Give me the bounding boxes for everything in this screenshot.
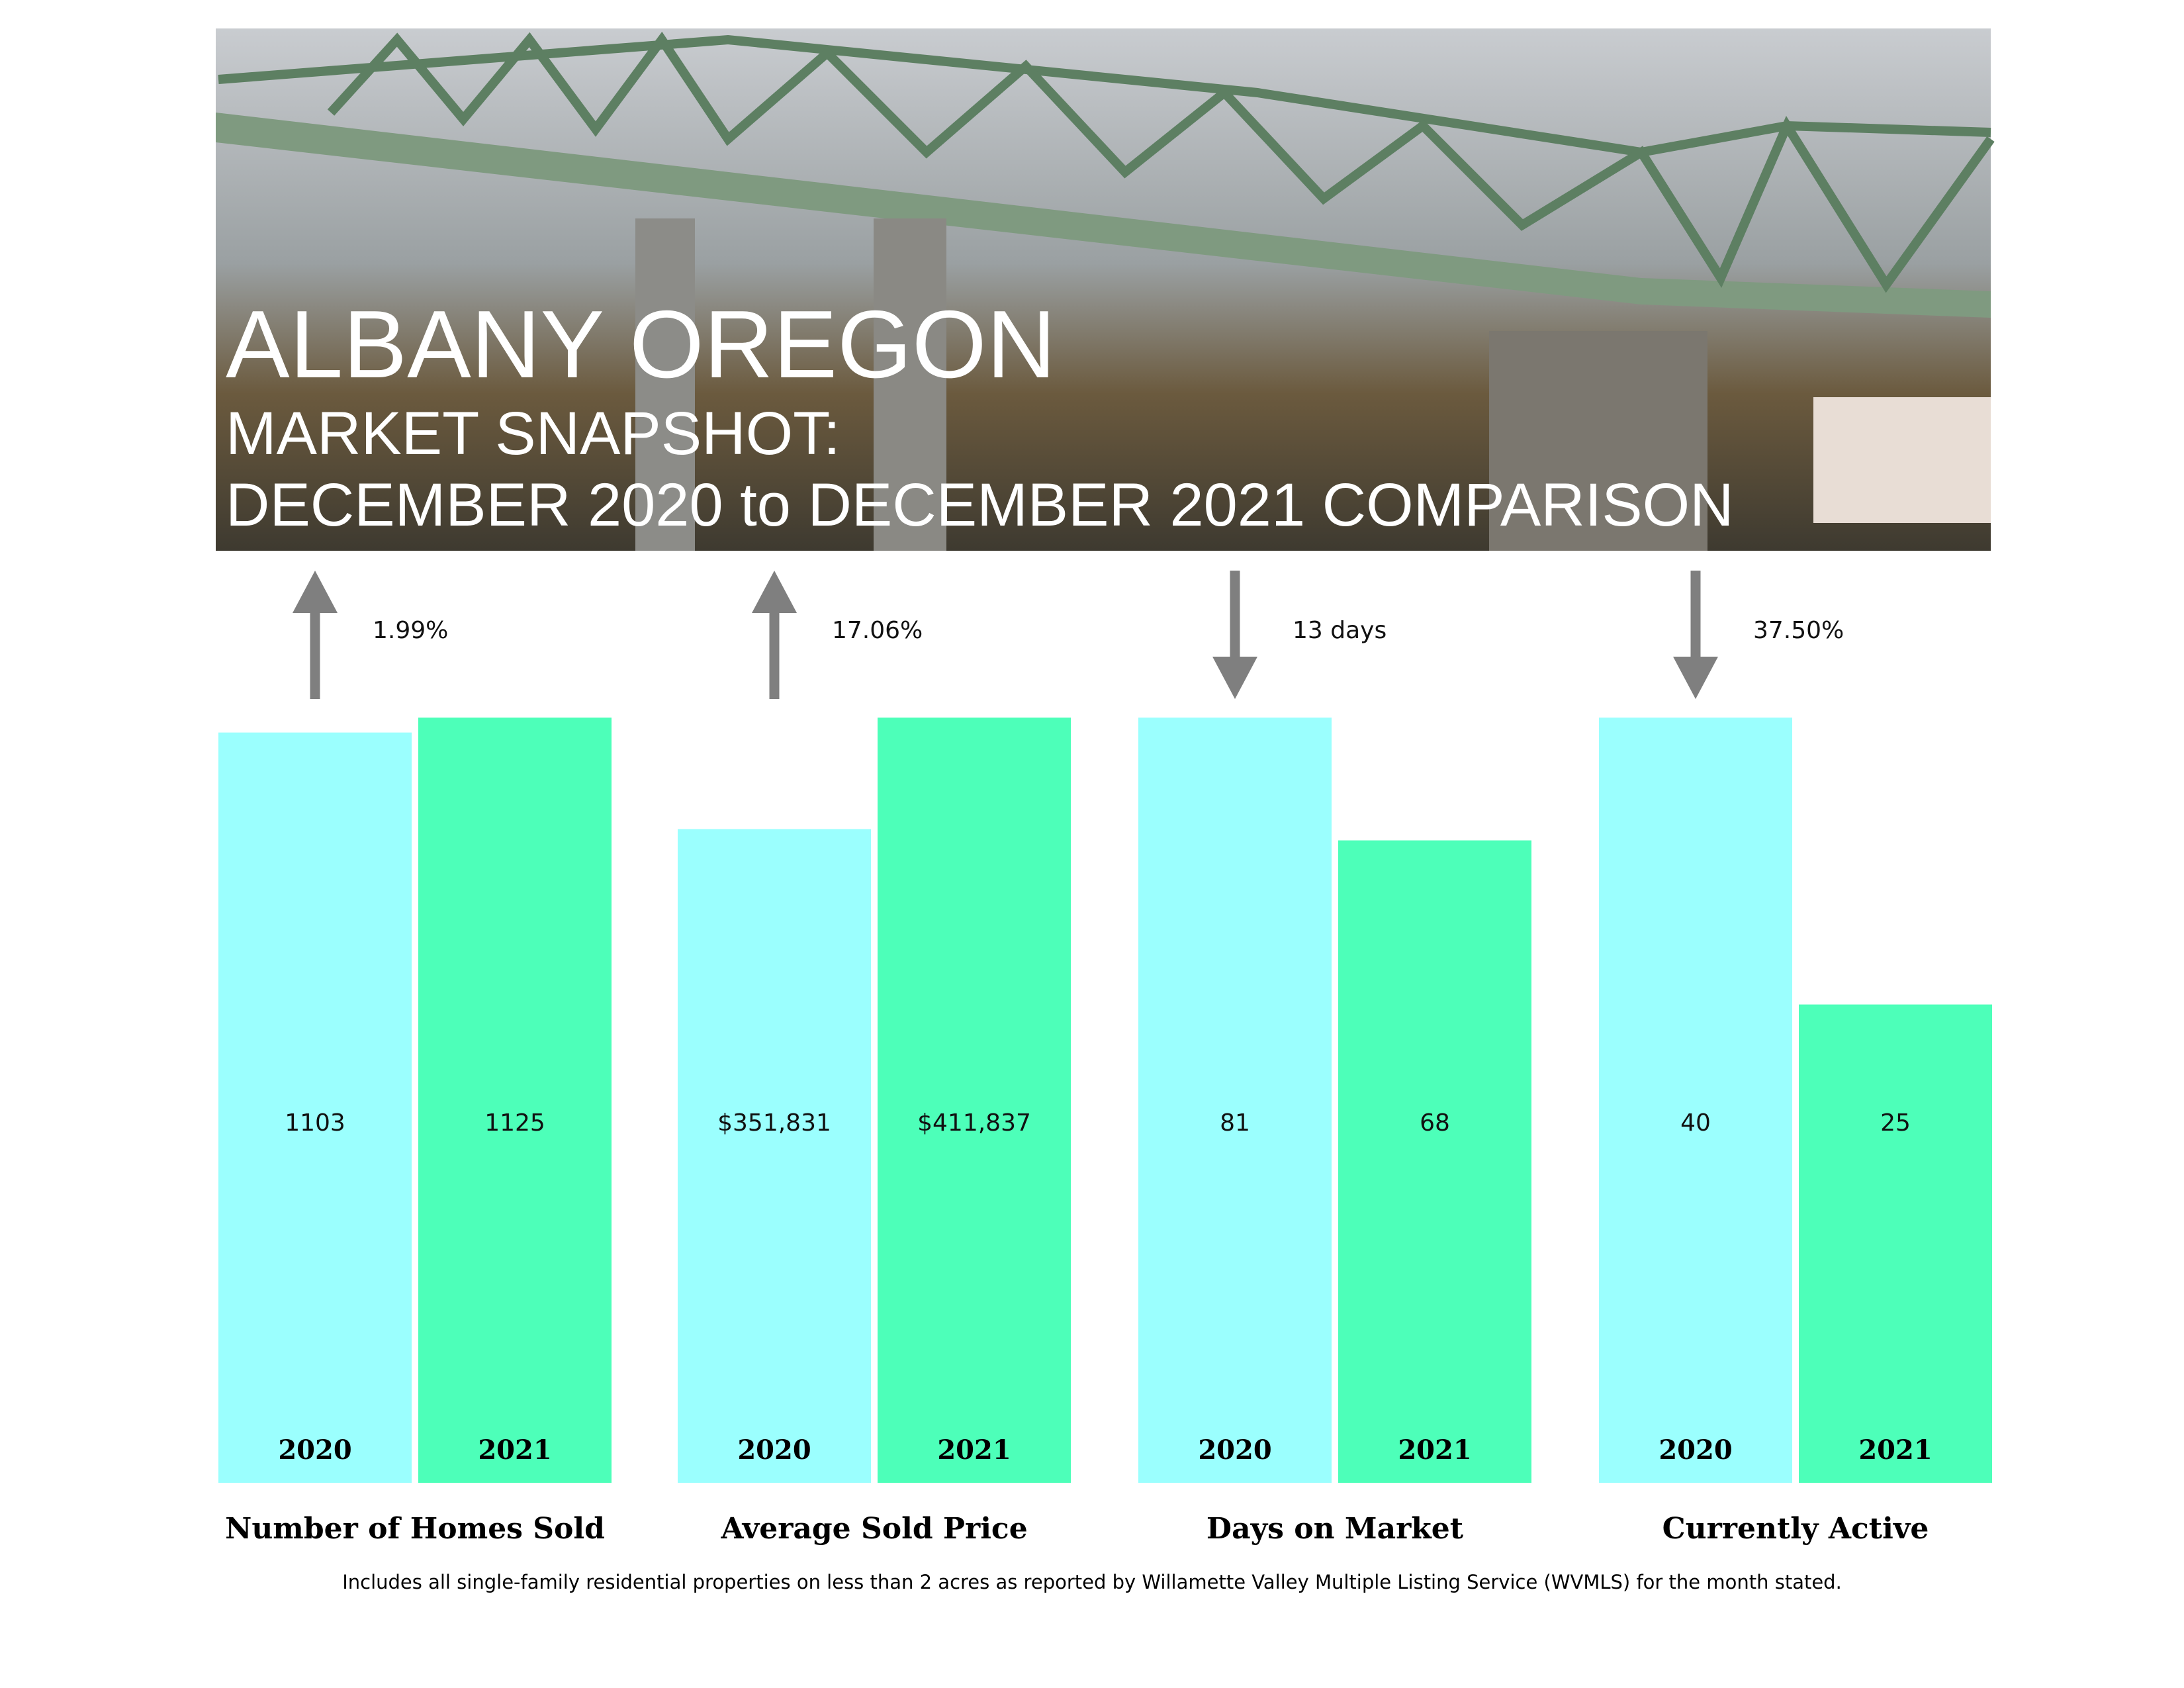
year-label: 2020 [278, 1434, 351, 1466]
arrow-head [752, 571, 797, 613]
arrow-head [1212, 657, 1257, 699]
bridge-deck [216, 113, 1991, 318]
year-label: 2021 [478, 1434, 551, 1466]
change-label: 13 days [1293, 617, 1387, 644]
bridge-truss [218, 31, 1995, 293]
value-label: 1103 [285, 1109, 345, 1137]
arrow-head [1673, 657, 1718, 699]
bar [1799, 1004, 1992, 1483]
bridge-pier [635, 218, 695, 551]
value-label: 81 [1220, 1109, 1250, 1137]
value-label: 68 [1420, 1109, 1450, 1137]
bar [418, 718, 612, 1483]
group-title: Currently Active [1662, 1512, 1929, 1546]
year-label: 2021 [1858, 1434, 1932, 1466]
building [1813, 397, 1991, 523]
bridge-pier [1489, 331, 1707, 551]
banner: ALBANY OREGON MARKET SNAPSHOT: DECEMBER … [216, 28, 1995, 551]
group-title: Average Sold Price [720, 1512, 1027, 1546]
value-label: 40 [1680, 1109, 1711, 1137]
bridge-pier [874, 218, 946, 551]
bar [1338, 840, 1531, 1483]
bar [1599, 718, 1792, 1483]
change-label: 37.50% [1753, 617, 1844, 644]
value-label: 1125 [484, 1109, 545, 1137]
footnote: Includes all single-family residential p… [342, 1571, 1842, 1593]
value-label: $411,837 [917, 1109, 1031, 1137]
change-label: 17.06% [832, 617, 923, 644]
subtitle: DECEMBER 2020 to DECEMBER 2021 COMPARISO… [226, 471, 1734, 539]
year-label: 2021 [937, 1434, 1011, 1466]
value-label: 25 [1880, 1109, 1911, 1137]
group-title: Days on Market [1206, 1512, 1464, 1546]
arrow-head [293, 571, 338, 613]
year-label: 2020 [1659, 1434, 1732, 1466]
change-label: 1.99% [373, 617, 448, 644]
value-label: $351,831 [717, 1109, 831, 1137]
subtitle: MARKET SNAPSHOT: [226, 400, 841, 467]
bar [678, 829, 871, 1483]
year-label: 2021 [1398, 1434, 1471, 1466]
group-title: Number of Homes Sold [225, 1512, 605, 1546]
year-label: 2020 [1198, 1434, 1271, 1466]
bar [878, 718, 1071, 1483]
bar [218, 732, 412, 1483]
bar [1138, 718, 1332, 1483]
year-label: 2020 [737, 1434, 811, 1466]
title: ALBANY OREGON [226, 291, 1056, 398]
